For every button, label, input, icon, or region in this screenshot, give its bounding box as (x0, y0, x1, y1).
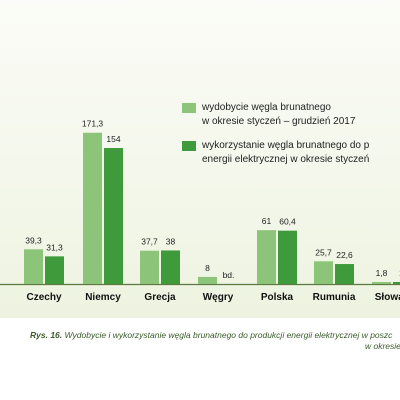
category-label-6: Rumunia (313, 292, 356, 303)
bar-production-5 (257, 230, 276, 284)
caption-text-line2: w okresie styc (365, 341, 400, 351)
data-label-usage-7: 1, (399, 268, 400, 278)
bar-chart: 4ia39,331,3Czechy171,3154Niemcy37,738Gre… (0, 119, 400, 303)
data-label-production-5: 61 (262, 216, 272, 226)
data-label-production-7: 1,8 (376, 268, 388, 278)
bar-usage-7 (393, 282, 400, 284)
figure-caption: Rys. 16. Wydobycie i wykorzystanie węgla… (30, 330, 400, 352)
bar-usage-5 (278, 230, 297, 284)
bar-production-6 (314, 261, 333, 284)
bar-production-7 (372, 282, 391, 284)
category-label-1: Czechy (26, 292, 61, 303)
bar-usage-2 (104, 148, 123, 284)
category-label-3: Grecja (144, 292, 176, 303)
legend-swatch-usage (182, 141, 196, 151)
data-label-usage-5: 60,4 (279, 217, 296, 227)
bar-usage-1 (45, 256, 64, 284)
data-label-production-3: 37,7 (141, 237, 158, 247)
legend-label-usage: wykorzystanie węgla brunatnego do p ener… (202, 140, 370, 165)
caption-label: Rys. 16. (30, 330, 63, 340)
caption-text: Wydobycie i wykorzystanie węgla brunatne… (64, 330, 393, 340)
data-label-production-2: 171,3 (82, 119, 104, 129)
category-label-5: Polska (261, 292, 294, 303)
bar-usage-6 (335, 264, 354, 284)
chart-panel (0, 0, 400, 318)
category-label-7: Słowac (375, 292, 400, 303)
category-label-4: Węgry (203, 292, 234, 303)
data-label-usage-3: 38 (166, 236, 176, 246)
legend-label-production: wydobycie węgla brunatnego w okresie sty… (202, 102, 356, 127)
bar-production-2 (83, 132, 102, 284)
bar-production-1 (24, 249, 43, 284)
data-label-production-1: 39,3 (25, 235, 42, 245)
bar-production-3 (140, 250, 159, 284)
bar-usage-3 (161, 250, 180, 284)
data-label-production-6: 25,7 (315, 247, 332, 257)
bar-production-4 (198, 276, 217, 284)
legend-swatch-production (182, 103, 196, 113)
category-label-2: Niemcy (85, 292, 121, 303)
data-label-usage-2: 154 (106, 134, 120, 144)
data-label-production-4: 8 (205, 263, 210, 273)
data-label-usage-1: 31,3 (46, 242, 63, 252)
data-label-usage-4: bd. (223, 270, 235, 280)
data-label-usage-6: 22,6 (336, 250, 353, 260)
